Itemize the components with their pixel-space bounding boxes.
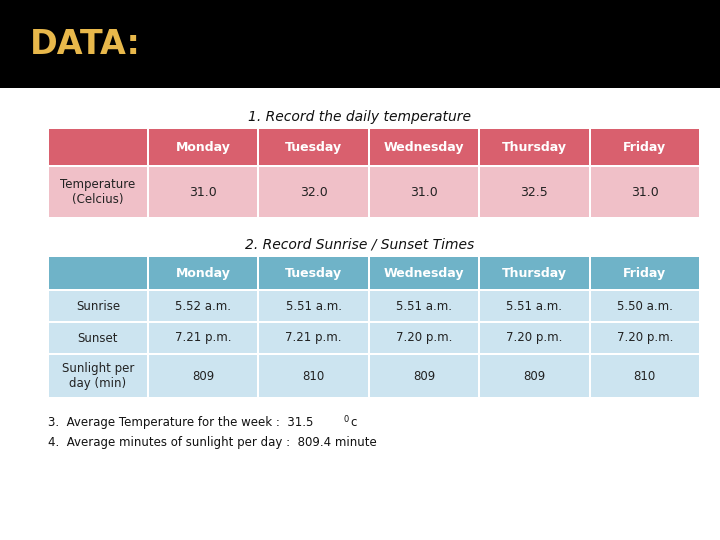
Text: Tuesday: Tuesday: [285, 267, 342, 280]
Bar: [0, 0, 720, 88]
Bar: [480, 129, 589, 165]
Text: Monday: Monday: [176, 140, 230, 153]
Bar: [49, 291, 147, 321]
Bar: [49, 355, 147, 397]
Text: 809: 809: [413, 369, 435, 382]
Text: Wednesday: Wednesday: [384, 140, 464, 153]
Text: 5.50 a.m.: 5.50 a.m.: [617, 300, 672, 313]
Bar: [49, 257, 147, 289]
Bar: [370, 355, 478, 397]
Text: DATA:: DATA:: [30, 28, 141, 60]
Bar: [259, 129, 368, 165]
Text: 810: 810: [302, 369, 325, 382]
Text: 31.0: 31.0: [189, 186, 217, 199]
Text: 0: 0: [343, 415, 348, 424]
Text: 31.0: 31.0: [410, 186, 438, 199]
Bar: [48, 128, 700, 218]
Text: Monday: Monday: [176, 267, 230, 280]
Bar: [149, 167, 258, 217]
Text: 31.0: 31.0: [631, 186, 659, 199]
Bar: [259, 355, 368, 397]
Bar: [149, 257, 258, 289]
Bar: [370, 323, 478, 353]
Bar: [480, 323, 589, 353]
Text: 5.52 a.m.: 5.52 a.m.: [175, 300, 231, 313]
Bar: [370, 129, 478, 165]
Text: 7.20 p.m.: 7.20 p.m.: [396, 332, 452, 345]
Bar: [149, 129, 258, 165]
Text: 4.  Average minutes of sunlight per day :  809.4 minute: 4. Average minutes of sunlight per day :…: [48, 436, 377, 449]
Bar: [590, 291, 699, 321]
Text: Thursday: Thursday: [502, 267, 567, 280]
Text: c: c: [350, 416, 356, 429]
Text: 2. Record Sunrise / Sunset Times: 2. Record Sunrise / Sunset Times: [246, 238, 474, 252]
Bar: [48, 256, 700, 398]
Text: 7.21 p.m.: 7.21 p.m.: [175, 332, 231, 345]
Text: 1. Record the daily temperature: 1. Record the daily temperature: [248, 110, 472, 124]
Bar: [49, 129, 147, 165]
Text: Friday: Friday: [624, 140, 667, 153]
Text: Sunset: Sunset: [78, 332, 118, 345]
Text: 7.20 p.m.: 7.20 p.m.: [616, 332, 673, 345]
Bar: [370, 257, 478, 289]
Text: 809: 809: [523, 369, 546, 382]
Text: 3.  Average Temperature for the week :  31.5: 3. Average Temperature for the week : 31…: [48, 416, 313, 429]
Bar: [590, 323, 699, 353]
Bar: [590, 167, 699, 217]
Bar: [149, 291, 258, 321]
Text: Sunrise: Sunrise: [76, 300, 120, 313]
Bar: [149, 355, 258, 397]
Text: 5.51 a.m.: 5.51 a.m.: [506, 300, 562, 313]
Text: 32.0: 32.0: [300, 186, 328, 199]
Bar: [480, 257, 589, 289]
Bar: [590, 257, 699, 289]
Bar: [49, 323, 147, 353]
Text: Thursday: Thursday: [502, 140, 567, 153]
Bar: [370, 291, 478, 321]
Text: 5.51 a.m.: 5.51 a.m.: [286, 300, 341, 313]
Text: Sunlight per
day (min): Sunlight per day (min): [62, 362, 134, 390]
Text: Friday: Friday: [624, 267, 667, 280]
Text: Wednesday: Wednesday: [384, 267, 464, 280]
Bar: [480, 355, 589, 397]
Text: 32.5: 32.5: [521, 186, 548, 199]
Bar: [259, 291, 368, 321]
Text: Tuesday: Tuesday: [285, 140, 342, 153]
Text: 5.51 a.m.: 5.51 a.m.: [396, 300, 452, 313]
Bar: [259, 257, 368, 289]
Bar: [259, 323, 368, 353]
Text: 809: 809: [192, 369, 215, 382]
Bar: [480, 167, 589, 217]
Bar: [590, 129, 699, 165]
Text: Temperature
(Celcius): Temperature (Celcius): [60, 178, 135, 206]
Bar: [590, 355, 699, 397]
Text: 7.20 p.m.: 7.20 p.m.: [506, 332, 562, 345]
Text: 810: 810: [634, 369, 656, 382]
Text: 7.21 p.m.: 7.21 p.m.: [285, 332, 342, 345]
Bar: [259, 167, 368, 217]
Bar: [149, 323, 258, 353]
Bar: [370, 167, 478, 217]
Bar: [49, 167, 147, 217]
Bar: [480, 291, 589, 321]
